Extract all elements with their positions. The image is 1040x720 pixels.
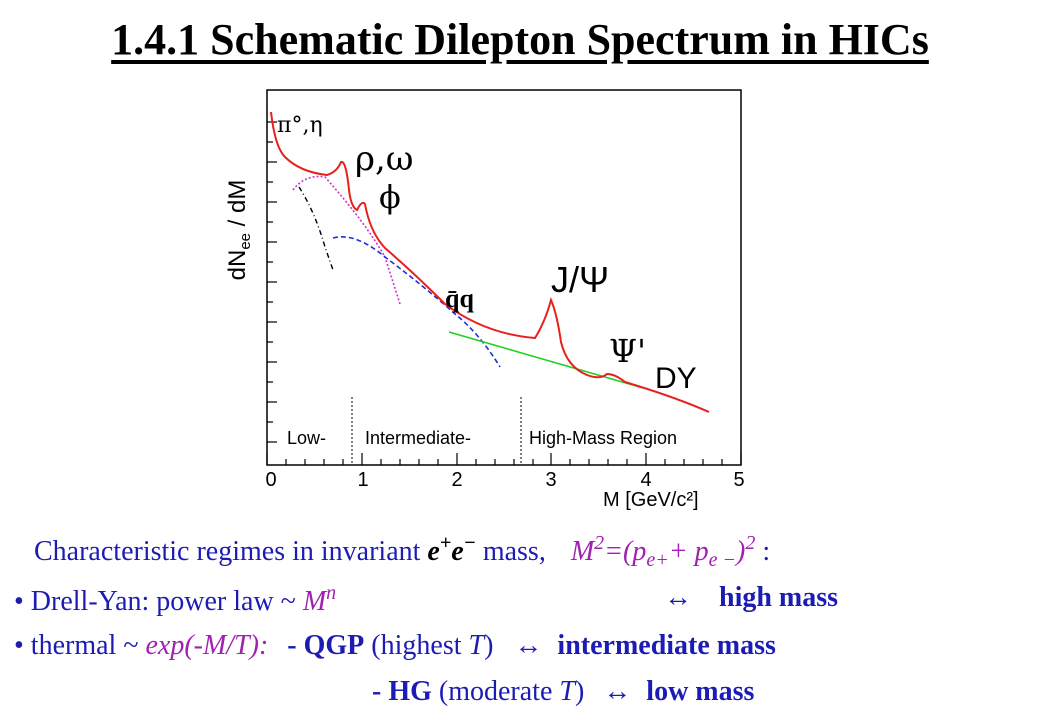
psiprime-label: Ψ' xyxy=(609,332,646,370)
plot-frame xyxy=(266,89,742,466)
total-spectrum-curve xyxy=(270,111,710,413)
region-label-high: High-Mass Region xyxy=(529,428,677,448)
rho-omega-label: ρ,ω xyxy=(355,139,414,179)
thermal-line: • thermal ~ exp(-M/T): - QGP (highest T)… xyxy=(14,630,776,662)
drell-yan-line xyxy=(448,331,644,389)
x-tick-label: 4 xyxy=(640,469,651,491)
y-axis-label: dNee / dM xyxy=(224,180,254,281)
x-tick-label: 0 xyxy=(265,469,276,491)
thermal-label: • thermal ~ xyxy=(14,630,139,661)
phi-label: ϕ xyxy=(379,178,401,216)
high-mass-label: high mass xyxy=(719,582,839,613)
hadron-gas-curve xyxy=(292,175,401,305)
colon: : xyxy=(762,536,771,567)
dilepton-spectrum-figure: dNee / dM 0 1 2 3 4 5 M [GeV/c²] xyxy=(215,82,755,514)
e-symbol: e+e− xyxy=(427,532,476,567)
mass-formula: M2=(pe++ pe −)2 xyxy=(570,532,756,571)
drell-yan-description: • Drell-Yan: power law ~ xyxy=(14,586,296,617)
exp-formula: exp(-M/T): xyxy=(145,630,269,661)
qgp-curve xyxy=(332,236,501,368)
mass-word: mass, xyxy=(482,536,546,567)
hg-entry: - HG (moderate T) xyxy=(372,676,585,707)
drell-yan-line-text: • Drell-Yan: power law ~ Mn ↔ high mass xyxy=(14,582,838,618)
jpsi-label: J/Ψ xyxy=(551,259,609,300)
intermediate-mass-label: intermediate mass xyxy=(557,630,776,661)
region-label-low: Low- xyxy=(287,428,326,448)
pi-eta-label: π°,η xyxy=(277,113,323,138)
drell-yan-label: DY xyxy=(655,362,697,395)
x-tick-label: 2 xyxy=(451,469,462,491)
x-tick-label: 1 xyxy=(357,469,368,491)
low-mass-label: low mass xyxy=(646,676,755,707)
region-label-intermediate: Intermediate- xyxy=(365,428,471,448)
drell-yan-arrow: ↔ xyxy=(664,582,692,613)
hg-line: - HG (moderate T) ↔ low mass xyxy=(372,676,754,708)
x-tick-label: 3 xyxy=(545,469,556,491)
slide-title: 1.4.1 Schematic Dilepton Spectrum in HIC… xyxy=(111,15,929,64)
regimes-line: Characteristic regimes in invariant e+e−… xyxy=(34,532,770,572)
qgp-entry: - QGP (highest T) xyxy=(287,630,494,661)
power-law-symbol: Mn xyxy=(302,582,337,617)
qq-label: q̄q xyxy=(445,284,474,313)
qgp-arrow: ↔ xyxy=(514,630,543,661)
x-tick-label: 5 xyxy=(733,469,744,491)
x-axis-label: M [GeV/c²] xyxy=(603,489,699,511)
hg-arrow: ↔ xyxy=(603,676,632,707)
regimes-intro: Characteristic regimes in invariant xyxy=(34,536,421,567)
